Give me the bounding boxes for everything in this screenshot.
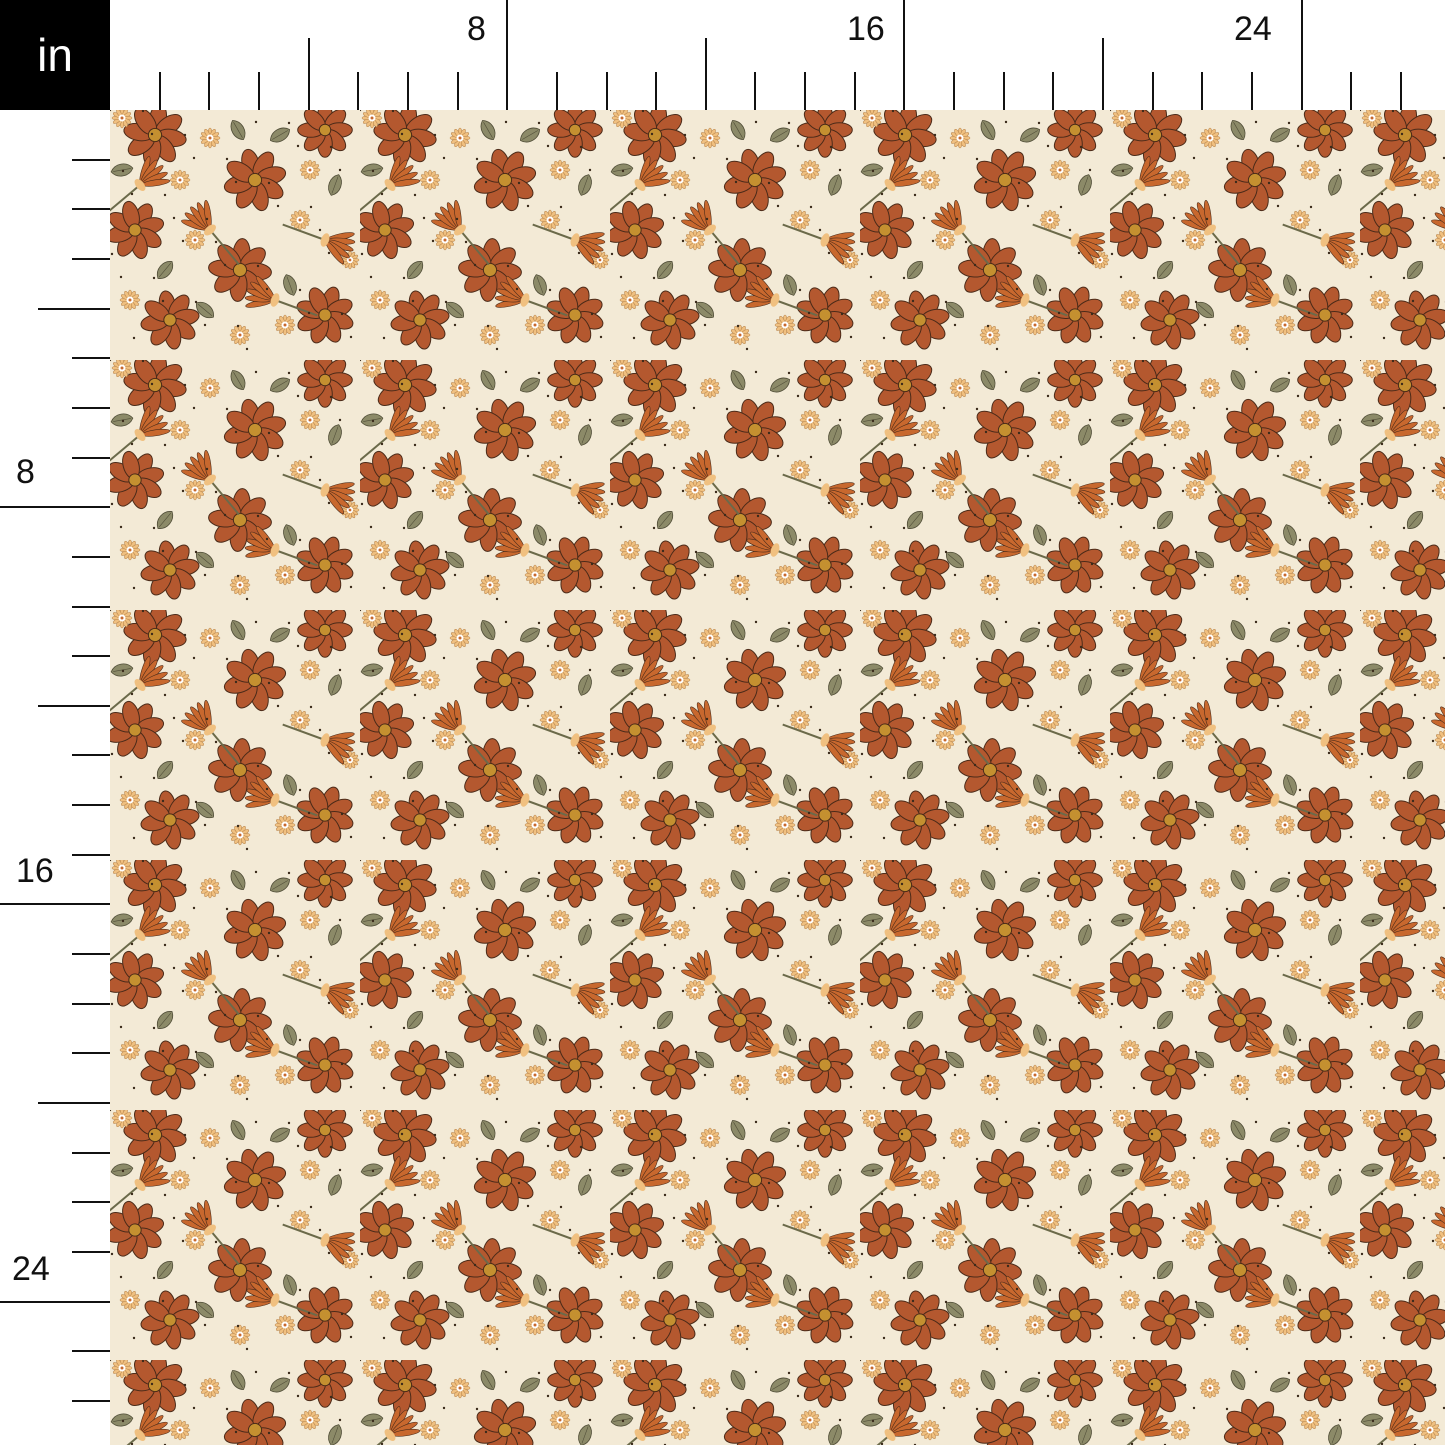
top-ruler-tick-mid	[705, 38, 707, 110]
left-ruler-tick-minor	[72, 1003, 110, 1005]
top-ruler-tick-major	[506, 0, 508, 110]
left-ruler-tick-mid	[38, 308, 110, 310]
top-ruler-tick-major	[903, 0, 905, 110]
top-ruler-tick-minor	[407, 72, 409, 110]
left-ruler-tick-minor	[72, 804, 110, 806]
floral-pattern	[110, 110, 1445, 1445]
left-ruler-tick-minor	[72, 606, 110, 608]
top-ruler-tick-minor	[1350, 72, 1352, 110]
top-ruler-tick-minor	[556, 72, 558, 110]
fabric-swatch	[110, 110, 1445, 1445]
left-ruler-tick-minor	[72, 258, 110, 260]
top-ruler-label-8: 8	[467, 10, 486, 48]
top-ruler-tick-minor	[1400, 72, 1402, 110]
unit-label: in	[0, 0, 110, 110]
top-ruler: 8 16 24	[110, 0, 1445, 110]
left-ruler-tick-minor	[72, 1201, 110, 1203]
top-ruler-tick-minor	[754, 72, 756, 110]
left-ruler-tick-minor	[72, 754, 110, 756]
left-ruler-tick-minor	[72, 357, 110, 359]
top-ruler-label-24: 24	[1234, 10, 1272, 48]
top-ruler-tick-minor	[1052, 72, 1054, 110]
left-ruler-label-24: 24	[12, 1250, 50, 1288]
top-ruler-tick-minor	[655, 72, 657, 110]
left-ruler-tick-minor	[72, 1400, 110, 1402]
top-ruler-tick-minor	[1201, 72, 1203, 110]
top-ruler-tick-minor	[1003, 72, 1005, 110]
left-ruler-tick-mid	[38, 1102, 110, 1104]
left-ruler-tick-major	[0, 903, 110, 905]
left-ruler-tick-minor	[72, 1251, 110, 1253]
top-ruler-tick-minor	[258, 72, 260, 110]
top-ruler-tick-minor	[159, 72, 161, 110]
top-ruler-tick-minor	[457, 72, 459, 110]
top-ruler-tick-minor	[1152, 72, 1154, 110]
left-ruler-label-16: 16	[16, 852, 54, 890]
left-ruler-tick-minor	[72, 407, 110, 409]
top-ruler-tick-minor	[804, 72, 806, 110]
left-ruler-tick-minor	[72, 457, 110, 459]
left-ruler-tick-minor	[72, 854, 110, 856]
top-ruler-tick-mid	[1102, 38, 1104, 110]
left-ruler-tick-minor	[72, 1350, 110, 1352]
left-ruler-tick-minor	[72, 655, 110, 657]
left-ruler-tick-mid	[38, 705, 110, 707]
left-ruler-tick-minor	[72, 208, 110, 210]
top-ruler-tick-minor	[357, 72, 359, 110]
top-ruler-tick-minor	[854, 72, 856, 110]
left-ruler-tick-major	[0, 506, 110, 508]
left-ruler-tick-minor	[72, 1052, 110, 1054]
left-ruler-tick-minor	[72, 1152, 110, 1154]
left-ruler-tick-minor	[72, 953, 110, 955]
left-ruler: 8 16 24	[0, 110, 110, 1445]
top-ruler-tick-minor	[953, 72, 955, 110]
left-ruler-tick-major	[0, 1301, 110, 1303]
top-ruler-tick-minor	[208, 72, 210, 110]
left-ruler-label-8: 8	[16, 453, 35, 491]
left-ruler-tick-minor	[72, 556, 110, 558]
top-ruler-tick-major	[1301, 0, 1303, 110]
top-ruler-tick-minor	[1251, 72, 1253, 110]
left-ruler-tick-minor	[72, 159, 110, 161]
top-ruler-tick-mid	[308, 38, 310, 110]
top-ruler-label-16: 16	[847, 10, 885, 48]
top-ruler-tick-minor	[606, 72, 608, 110]
